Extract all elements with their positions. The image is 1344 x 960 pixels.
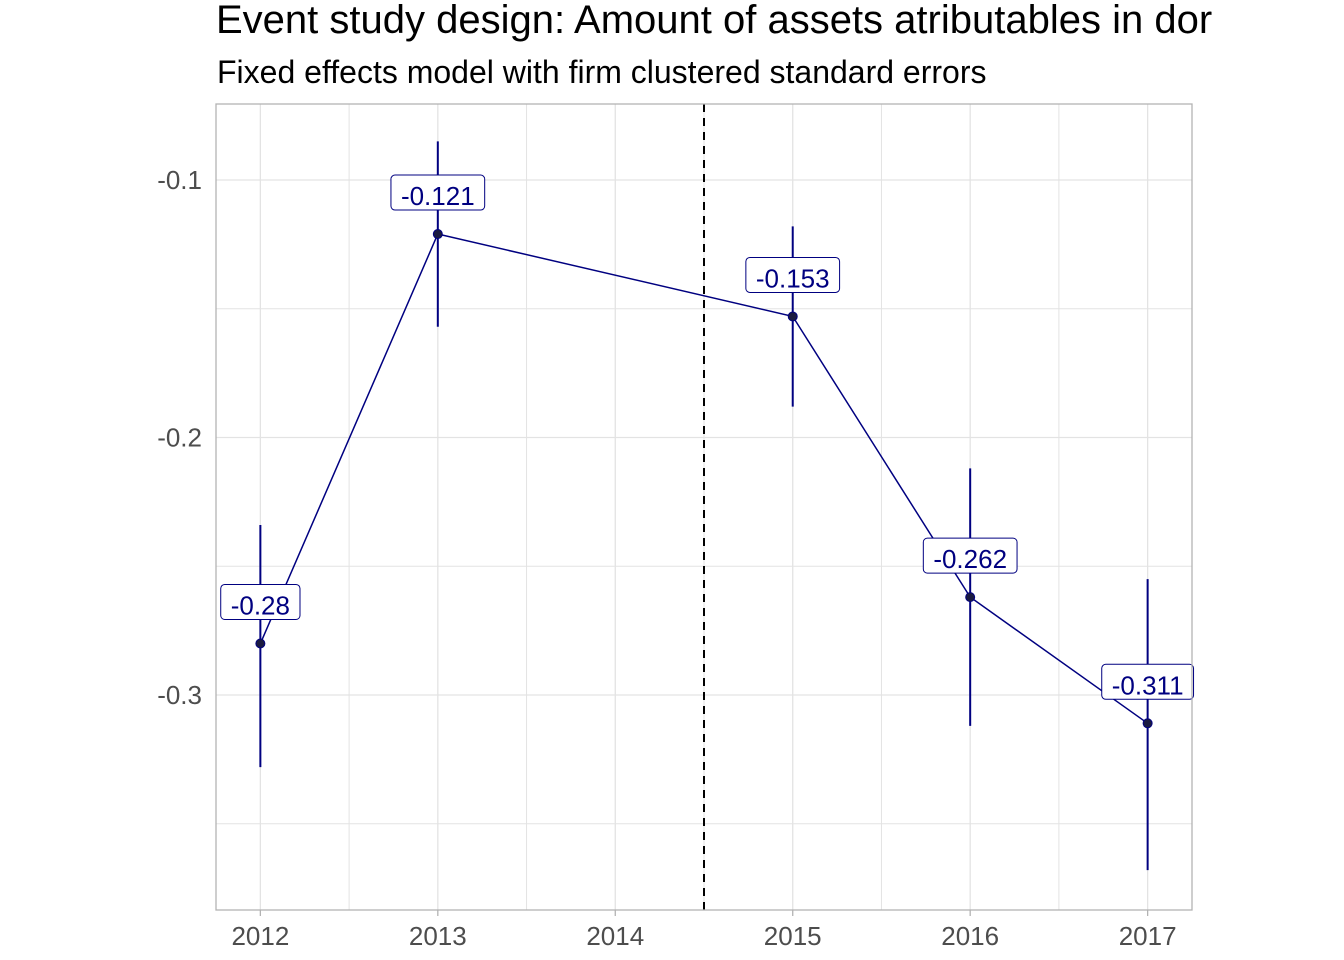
x-tick-label: 2014 (586, 921, 644, 951)
grid-lines (216, 104, 1192, 910)
x-tick-label: 2017 (1119, 921, 1177, 951)
x-tick-label: 2013 (409, 921, 467, 951)
data-label-box (922, 537, 1018, 574)
y-tick-label: -0.3 (157, 680, 202, 710)
chart-title: Event study design: Amount of assets atr… (216, 0, 1213, 42)
data-label: -0.262 (922, 537, 1018, 574)
data-point (1142, 718, 1153, 729)
data-point (255, 638, 266, 649)
data-label: -0.311 (1101, 663, 1195, 700)
x-tick-label: 2012 (231, 921, 289, 951)
data-points (255, 229, 1153, 729)
data-labels: -0.28 -0.121 -0.153 -0.262 -0.311 (220, 174, 1195, 700)
data-point (432, 229, 443, 240)
data-label-box (390, 174, 486, 211)
data-label-text: -0.262 (933, 544, 1007, 574)
axes: -0.1 -0.2 -0.3 2012 2013 2014 2015 2016 2017 (157, 103, 1193, 951)
chart-subtitle: Fixed effects model with firm clustered … (217, 54, 987, 90)
x-tick-label: 2016 (941, 921, 999, 951)
data-point (965, 592, 976, 603)
data-point (787, 311, 798, 322)
panel-border (215, 103, 1193, 911)
x-tick-label: 2015 (764, 921, 822, 951)
data-label-box (745, 256, 841, 293)
data-label: -0.28 (220, 583, 301, 620)
data-label-text: -0.28 (231, 590, 290, 620)
data-label-text: -0.311 (1112, 670, 1184, 700)
data-label: -0.121 (390, 174, 486, 211)
y-tick-label: -0.1 (157, 165, 202, 195)
data-label-text: -0.153 (756, 263, 830, 293)
y-tick-label: -0.2 (157, 422, 202, 452)
data-label-text: -0.121 (401, 181, 475, 211)
data-label-box (1101, 663, 1195, 700)
data-label: -0.153 (745, 256, 841, 293)
data-label-box (220, 583, 301, 620)
